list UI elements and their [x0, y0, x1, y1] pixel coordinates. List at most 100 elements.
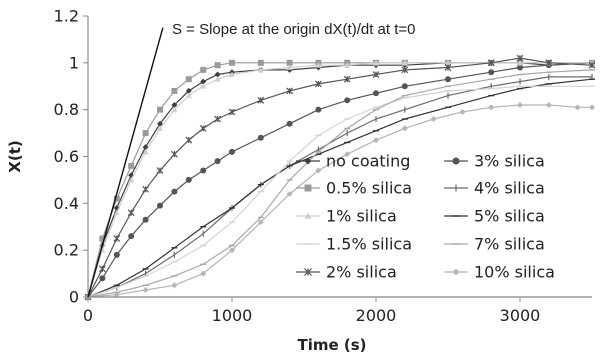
data-point — [315, 167, 322, 174]
data-point — [344, 97, 351, 104]
data-point — [185, 136, 193, 144]
legend-swatch-marker — [452, 268, 460, 276]
data-point — [157, 125, 163, 131]
data-point — [214, 71, 221, 78]
x-axis-title: Time (s) — [297, 336, 366, 354]
data-point — [142, 148, 149, 155]
data-point — [517, 64, 523, 71]
series-10pct-silica — [85, 101, 595, 300]
data-point — [157, 202, 163, 209]
data-point — [488, 104, 495, 111]
data-point — [314, 80, 322, 88]
data-point — [373, 137, 379, 144]
data-point — [200, 270, 207, 277]
data-point — [517, 101, 523, 108]
data-point — [315, 62, 322, 68]
data-point — [401, 83, 408, 90]
legend-label: 5% silica — [474, 207, 545, 226]
data-point — [142, 130, 149, 137]
legend-swatch-marker — [452, 157, 460, 165]
data-point — [98, 265, 106, 273]
legend-entry-1pct-silica: 1% silica — [296, 207, 397, 226]
legend-label: no coating — [326, 152, 410, 171]
data-point — [229, 59, 235, 66]
legend-entry-0-5pct-silica: 0.5% silica — [296, 179, 412, 198]
y-tick-label: 1 — [69, 53, 79, 72]
data-point — [257, 59, 264, 66]
data-point — [171, 282, 178, 289]
data-point — [229, 148, 235, 155]
slope-line — [87, 27, 164, 298]
data-point — [516, 54, 524, 62]
data-point — [200, 78, 207, 85]
series-4pct-silica — [87, 73, 593, 300]
y-tick-label: 0 — [69, 288, 79, 307]
series-2pct-silica — [84, 54, 596, 301]
data-point — [214, 62, 221, 69]
data-point — [286, 59, 293, 66]
data-point — [142, 286, 149, 293]
data-point — [99, 235, 106, 242]
y-tick-label: 0.4 — [54, 194, 79, 213]
data-point — [445, 76, 451, 83]
data-point — [113, 235, 121, 242]
series-5pct-silica — [85, 78, 595, 298]
y-tick-label: 0.8 — [54, 100, 79, 119]
legend-label: 10% silica — [474, 263, 555, 282]
data-point — [229, 71, 235, 77]
x-tick-label: 3000 — [500, 306, 541, 325]
slope-annotation: S = Slope at the origin dX(t)/dt at t=0 — [172, 21, 415, 38]
legend-label: 1% silica — [326, 207, 397, 226]
data-point — [401, 66, 409, 74]
data-point — [257, 134, 264, 141]
series-line — [87, 62, 593, 298]
data-point — [430, 116, 437, 123]
data-point — [459, 109, 466, 116]
data-point — [185, 76, 192, 83]
data-point — [401, 125, 408, 132]
data-point — [171, 87, 178, 94]
data-point — [214, 76, 221, 82]
data-point — [286, 87, 294, 95]
legend-entry-5pct-silica: 5% silica — [444, 207, 545, 226]
annotation: S = Slope at the origin dX(t)/dt at t=0 — [87, 21, 415, 298]
data-point — [545, 101, 552, 108]
data-point — [444, 64, 452, 71]
legend-entry-3pct-silica: 3% silica — [444, 152, 545, 171]
data-point — [185, 176, 192, 183]
y-axis-title: X(t) — [6, 140, 24, 172]
data-point — [200, 83, 207, 89]
data-point — [372, 71, 380, 78]
series-7pct-silica — [85, 69, 595, 298]
legend-label: 7% silica — [474, 235, 545, 254]
data-point — [343, 75, 351, 83]
data-point — [128, 176, 135, 183]
data-point — [171, 188, 178, 195]
data-point — [257, 66, 264, 73]
data-point — [142, 216, 149, 223]
data-point — [344, 62, 351, 68]
data-point — [157, 120, 163, 127]
data-point — [401, 59, 408, 66]
data-point — [574, 104, 581, 111]
data-point — [487, 59, 495, 67]
axes: 0 0.2 0.4 0.6 0.8 1 1.2 0 1000 2000 3000 Time (s) X(… — [6, 7, 592, 354]
series-line — [87, 62, 592, 298]
series-layer — [84, 54, 596, 301]
data-point — [200, 66, 207, 73]
data-point — [589, 104, 595, 111]
y-tick-label: 0.2 — [54, 241, 79, 260]
data-point — [128, 162, 135, 169]
data-point — [229, 247, 235, 254]
data-point — [157, 106, 163, 113]
data-point — [488, 69, 495, 76]
data-point — [228, 108, 236, 116]
data-point — [185, 87, 192, 94]
legend: no coating 3% silica 0.5% silica 4% silica 1… — [296, 152, 555, 282]
legend-entry-1-5pct-silica: 1.5% silica — [296, 235, 412, 254]
data-point — [214, 115, 222, 123]
legend-swatch-marker — [304, 157, 312, 165]
data-point — [588, 61, 596, 69]
data-point — [445, 59, 451, 66]
